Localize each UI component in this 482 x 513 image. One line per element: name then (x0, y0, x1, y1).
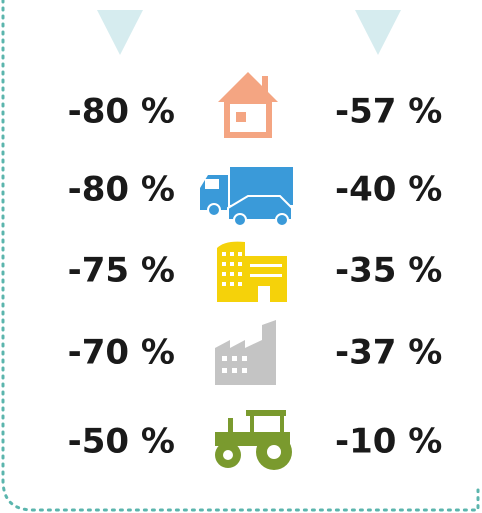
house-icon (218, 72, 278, 138)
left-value: -80 % (68, 92, 175, 132)
left-value: -50 % (68, 422, 175, 462)
truck-car-icon (200, 167, 293, 227)
right-value: -10 % (335, 422, 442, 462)
right-value: -35 % (335, 251, 442, 291)
marker-left (97, 10, 143, 55)
marker-right (355, 10, 401, 55)
building-icon (217, 241, 287, 302)
right-value: -57 % (335, 92, 442, 132)
left-value: -80 % (68, 170, 175, 210)
left-value: -70 % (68, 333, 175, 373)
right-value: -37 % (335, 333, 442, 373)
tractor-icon (215, 410, 292, 470)
right-value: -40 % (335, 170, 442, 210)
factory-icon (215, 320, 276, 385)
left-value: -75 % (68, 251, 175, 291)
